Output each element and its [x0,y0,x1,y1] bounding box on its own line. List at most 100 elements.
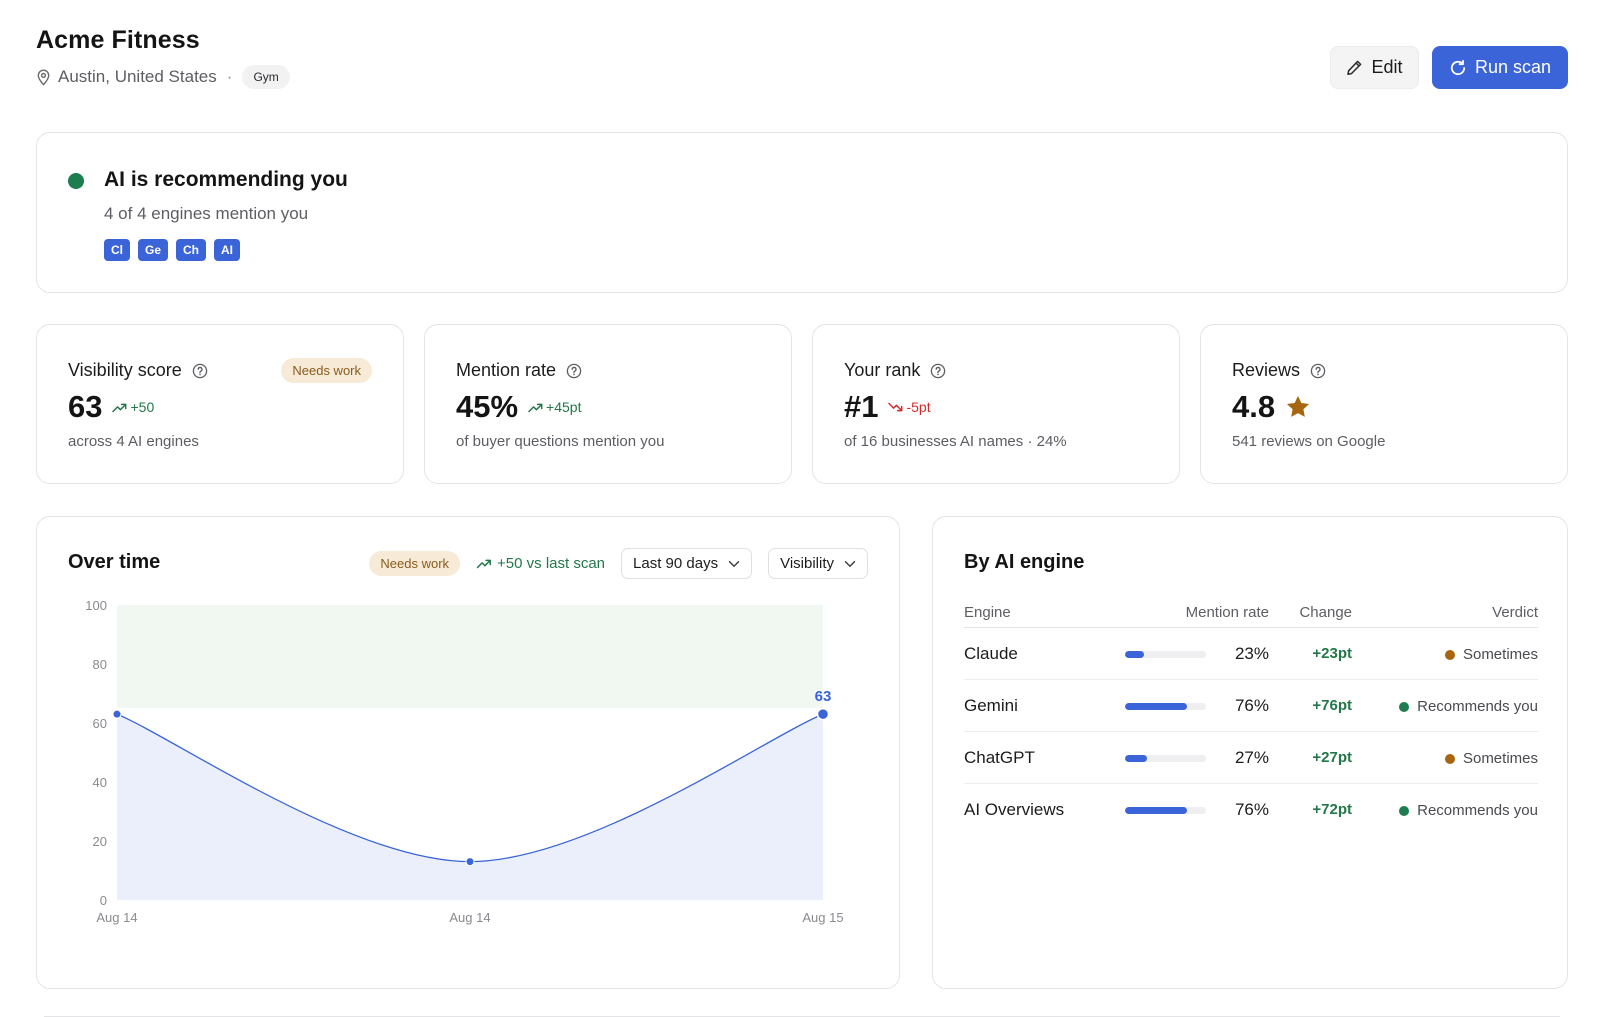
verdict-dot [1399,805,1410,816]
y-tick-label: 80 [93,657,107,672]
help-icon[interactable] [1310,363,1326,379]
x-tick-label: Aug 14 [449,910,490,925]
y-tick-label: 20 [93,834,107,849]
edit-button-label: Edit [1371,57,1403,77]
engine-card-title: By AI engine [964,551,1085,573]
column-header-mention-rate: Mention rate [1185,604,1269,621]
edit-button[interactable]: Edit [1330,46,1419,89]
date-range-value: Last 90 days [633,555,719,572]
engine-chip-chatgpt: Ch [176,239,207,261]
stat-delta: +45pt [528,399,581,415]
chart-controls: Needs work +50 vs last scan Last 90 days… [369,548,868,579]
metric-select[interactable]: Visibility [768,548,868,579]
mention-rate-value: 76% [1234,800,1269,819]
mention-rate-value: 76% [1234,696,1269,715]
stat-label: Mention rate [456,360,557,380]
table-row: AI Overviews 76% +72pt Recommends you [964,784,1538,836]
run-scan-button[interactable]: Run scan [1432,46,1568,89]
mention-rate-bar [1125,755,1206,762]
y-tick-label: 40 [93,775,107,790]
mention-rate-bar [1125,651,1206,658]
engine-name: ChatGPT [964,748,1035,767]
stat-value-row: 45% +45pt [456,389,581,425]
x-tick-label: Aug 14 [96,910,137,925]
mention-rate-bar-fill [1125,755,1147,762]
stat-value: 63 [68,389,103,424]
engine-chip-ai-overviews: AI [214,239,241,261]
stat-description: across 4 AI engines [68,433,199,450]
x-tick-label: Aug 15 [802,910,843,925]
trend-up-icon [528,403,543,412]
help-icon[interactable] [930,363,946,379]
stat-description: of buyer questions mention you [456,433,665,450]
stat-value: 45% [456,389,519,424]
column-header-verdict: Verdict [1492,604,1538,621]
change-value: +27pt [1312,749,1352,766]
stat-delta: -5pt [888,399,931,415]
verdict-dot [1399,701,1410,712]
verdict-text: Recommends you [1417,698,1538,715]
change-value: +76pt [1312,697,1352,714]
data-label: 63 [815,688,832,705]
engine-name: AI Overviews [964,800,1065,819]
status-badge: Needs work [281,358,372,383]
location-pin-icon [37,68,50,86]
stat-label-row: Visibility score [68,360,208,381]
stat-description: 541 reviews on Google [1232,433,1386,450]
ai-status-banner: AI is recommending you 4 of 4 engines me… [36,132,1568,293]
trend-summary: +50 vs last scan [476,555,605,572]
stat-value: 4.8 [1232,389,1276,424]
chart-title: Over time [68,551,161,573]
status-indicator [68,173,84,189]
verdict-text: Sometimes [1462,750,1538,767]
verdict: Sometimes [1444,750,1538,767]
trend-down-icon [888,402,903,411]
location-text: Austin, United States [58,67,217,86]
engine-chip-claude: Cl [104,239,130,261]
column-header-engine: Engine [964,604,1011,621]
mention-rate-bar [1125,703,1206,710]
y-tick-label: 60 [93,716,107,731]
data-point [112,709,122,719]
mention-rate-value: 23% [1234,644,1269,663]
rank-card: Your rank #1 -5pt of 16 businesses AI na… [812,324,1180,484]
verdict-dot [1444,753,1455,764]
verdict-text: Sometimes [1462,646,1538,663]
help-icon[interactable] [566,363,582,379]
chevron-down-icon [728,560,740,567]
verdict-dot [1444,649,1455,660]
mention-rate-bar-fill [1125,703,1187,710]
mention-rate-card: Mention rate 45% +45pt of buyer question… [424,324,792,484]
date-range-select[interactable]: Last 90 days [621,548,753,579]
change-value: +23pt [1312,645,1352,662]
stat-delta-text: -5pt [906,399,931,415]
trend-up-icon [476,559,491,569]
data-point [465,857,475,867]
stat-label-row: Mention rate [456,360,582,381]
category-tag: Gym [242,65,290,89]
mention-rate-bar-fill [1125,807,1187,814]
stat-delta-text: +50 [130,399,155,415]
stat-label: Your rank [844,360,921,380]
data-point [816,707,830,721]
verdict: Sometimes [1444,646,1538,663]
mention-rate-value: 27% [1234,748,1269,767]
visibility-line-chart: 63 0 20 40 60 80 100 Aug 14 Aug 14 Aug 15 [85,598,843,925]
stat-value: #1 [844,389,879,424]
help-icon[interactable] [192,363,208,379]
stat-label-row: Reviews [1232,360,1326,381]
reviews-card: Reviews 4.8 541 reviews on Google [1200,324,1568,484]
stat-value-row: 4.8 [1232,389,1311,425]
verdict: Recommends you [1399,698,1538,715]
mention-rate-bar [1125,807,1206,814]
engine-name: Claude [964,644,1018,663]
status-subtitle: 4 of 4 engines mention you [104,204,309,223]
over-time-card: 63 0 20 40 60 80 100 Aug 14 Aug 14 Aug 15 Over ti… [36,516,900,989]
table-header: Engine Mention rate Change Verdict [964,595,1538,628]
stat-value-row: 63 +50 [68,389,154,425]
change-value: +72pt [1312,801,1352,818]
engine-name: Gemini [964,696,1018,715]
engine-breakdown-card: By AI engine Engine Mention rate Change … [932,516,1568,989]
meta-separator: · [226,67,233,86]
column-header-change: Change [1299,604,1352,621]
